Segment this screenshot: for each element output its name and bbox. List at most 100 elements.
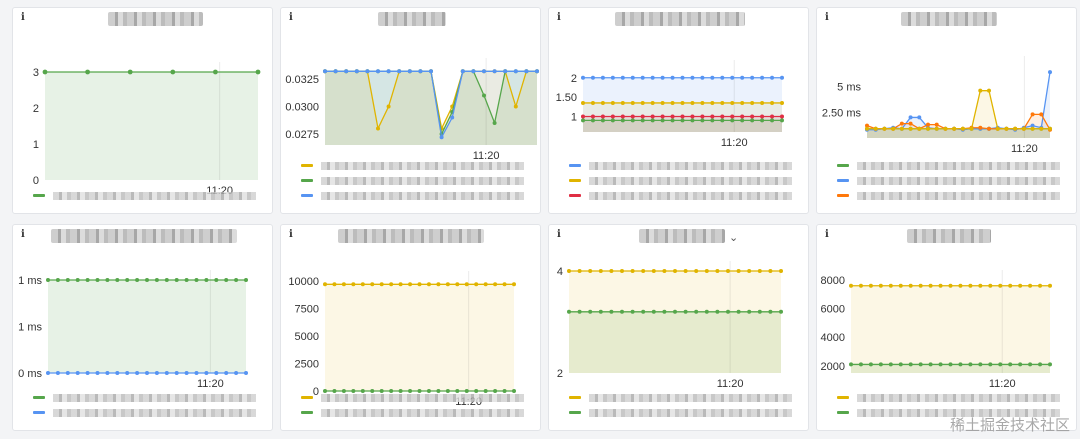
data-point[interactable] bbox=[934, 122, 939, 127]
data-point[interactable] bbox=[700, 118, 705, 123]
data-point[interactable] bbox=[609, 309, 614, 314]
data-point[interactable] bbox=[968, 283, 973, 288]
data-point[interactable] bbox=[502, 282, 507, 287]
data-point[interactable] bbox=[987, 88, 991, 93]
data-point[interactable] bbox=[115, 371, 120, 375]
legend-item[interactable] bbox=[301, 162, 524, 170]
data-point[interactable] bbox=[590, 75, 595, 80]
data-point[interactable] bbox=[680, 118, 685, 123]
data-point[interactable] bbox=[988, 283, 993, 288]
data-point[interactable] bbox=[849, 362, 853, 367]
data-point[interactable] bbox=[715, 309, 720, 314]
data-point[interactable] bbox=[483, 282, 488, 287]
data-point[interactable] bbox=[194, 371, 199, 375]
legend-item[interactable] bbox=[837, 162, 1060, 170]
data-point[interactable] bbox=[858, 362, 863, 367]
data-point[interactable] bbox=[780, 114, 784, 119]
data-point[interactable] bbox=[700, 75, 705, 80]
data-point[interactable] bbox=[720, 118, 725, 123]
data-point[interactable] bbox=[513, 104, 518, 109]
data-point[interactable] bbox=[730, 114, 735, 119]
chart-panel[interactable]: i 0 2500 5000 7500 10000 11:20 bbox=[280, 224, 541, 431]
data-point[interactable] bbox=[968, 362, 973, 367]
data-point[interactable] bbox=[135, 371, 140, 375]
data-point[interactable] bbox=[590, 118, 595, 123]
data-point[interactable] bbox=[1039, 112, 1044, 117]
data-point[interactable] bbox=[917, 126, 922, 131]
data-point[interactable] bbox=[779, 309, 783, 314]
data-point[interactable] bbox=[567, 309, 571, 314]
data-point[interactable] bbox=[85, 69, 90, 75]
data-point[interactable] bbox=[398, 389, 403, 393]
data-point[interactable] bbox=[750, 75, 755, 80]
data-point[interactable] bbox=[969, 126, 974, 131]
legend-item[interactable] bbox=[569, 394, 792, 402]
data-point[interactable] bbox=[600, 75, 605, 80]
data-point[interactable] bbox=[503, 69, 508, 74]
legend-item[interactable] bbox=[301, 394, 524, 402]
data-point[interactable] bbox=[978, 362, 983, 367]
data-point[interactable] bbox=[492, 121, 497, 125]
data-point[interactable] bbox=[360, 282, 365, 287]
data-point[interactable] bbox=[184, 371, 189, 375]
data-point[interactable] bbox=[323, 69, 327, 74]
data-point[interactable] bbox=[670, 118, 675, 123]
data-point[interactable] bbox=[958, 283, 963, 288]
data-point[interactable] bbox=[588, 269, 593, 273]
data-point[interactable] bbox=[512, 282, 516, 287]
data-point[interactable] bbox=[1008, 362, 1013, 367]
data-point[interactable] bbox=[418, 69, 423, 74]
data-point[interactable] bbox=[224, 371, 229, 375]
data-point[interactable] bbox=[1048, 70, 1052, 75]
data-point[interactable] bbox=[720, 100, 725, 105]
data-point[interactable] bbox=[417, 282, 422, 287]
data-point[interactable] bbox=[1038, 283, 1043, 288]
data-point[interactable] bbox=[436, 389, 441, 393]
data-point[interactable] bbox=[581, 118, 585, 123]
data-point[interactable] bbox=[768, 269, 773, 273]
data-point[interactable] bbox=[436, 282, 441, 287]
data-point[interactable] bbox=[620, 75, 625, 80]
data-point[interactable] bbox=[998, 362, 1003, 367]
data-point[interactable] bbox=[928, 362, 933, 367]
data-point[interactable] bbox=[360, 389, 365, 393]
data-point[interactable] bbox=[760, 100, 765, 105]
data-point[interactable] bbox=[1048, 362, 1052, 367]
data-point[interactable] bbox=[95, 371, 100, 375]
data-point[interactable] bbox=[651, 269, 656, 273]
data-point[interactable] bbox=[770, 100, 775, 105]
data-point[interactable] bbox=[650, 100, 655, 105]
data-point[interactable] bbox=[865, 126, 869, 131]
data-point[interactable] bbox=[75, 278, 80, 282]
data-point[interactable] bbox=[429, 69, 433, 74]
data-point[interactable] bbox=[849, 283, 853, 288]
info-icon[interactable]: i bbox=[825, 12, 829, 23]
data-point[interactable] bbox=[1048, 126, 1052, 131]
data-point[interactable] bbox=[145, 278, 149, 282]
data-point[interactable] bbox=[620, 100, 625, 105]
data-point[interactable] bbox=[581, 75, 585, 80]
data-point[interactable] bbox=[960, 126, 965, 131]
data-point[interactable] bbox=[760, 114, 765, 119]
data-point[interactable] bbox=[736, 269, 741, 273]
data-point[interactable] bbox=[770, 118, 775, 123]
panel-title-redacted[interactable] bbox=[901, 12, 997, 26]
data-point[interactable] bbox=[683, 309, 688, 314]
data-point[interactable] bbox=[85, 371, 90, 375]
chart-panel[interactable]: i 1 1.50 2 11:20 bbox=[548, 7, 809, 214]
data-point[interactable] bbox=[908, 283, 913, 288]
data-point[interactable] bbox=[65, 278, 70, 282]
panel-title-redacted[interactable] bbox=[378, 12, 446, 26]
data-point[interactable] bbox=[125, 371, 130, 375]
data-point[interactable] bbox=[978, 125, 983, 130]
data-point[interactable] bbox=[700, 114, 705, 119]
panel-title-redacted[interactable] bbox=[51, 229, 237, 243]
data-point[interactable] bbox=[640, 114, 645, 119]
data-point[interactable] bbox=[694, 269, 699, 273]
data-point[interactable] bbox=[780, 118, 784, 123]
data-point[interactable] bbox=[341, 389, 346, 393]
data-point[interactable] bbox=[630, 118, 635, 123]
data-point[interactable] bbox=[154, 278, 159, 282]
data-point[interactable] bbox=[426, 282, 431, 287]
data-point[interactable] bbox=[760, 75, 765, 80]
